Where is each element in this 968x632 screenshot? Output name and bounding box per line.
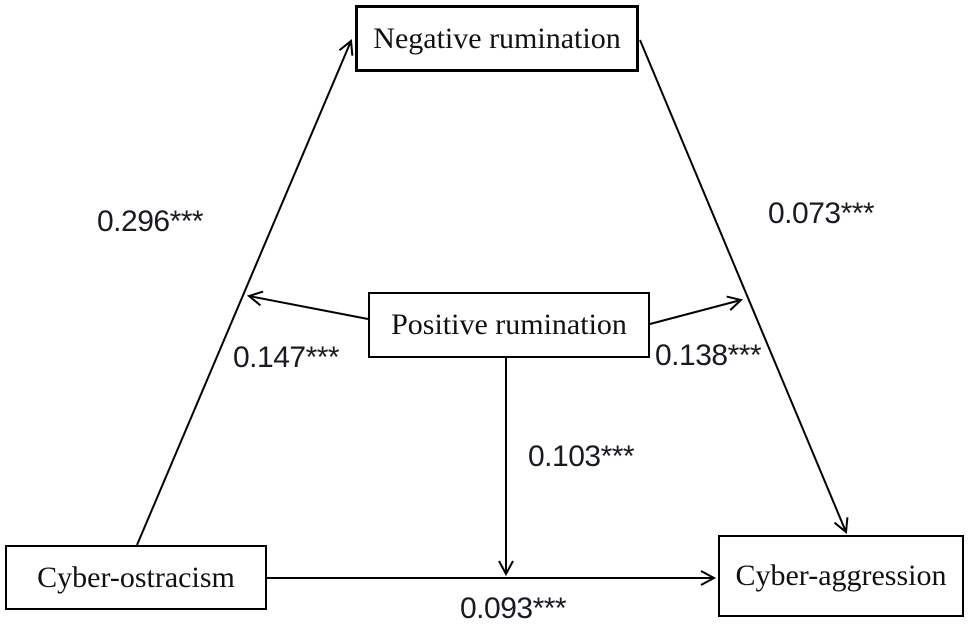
coefficient-ostracism-to-negative: 0.296***	[97, 205, 204, 238]
coefficient-positive-to-right-path: 0.138***	[655, 339, 762, 372]
node-cyber-ostracism-label: Cyber-ostracism	[37, 560, 235, 594]
arrow-positive-rumination-to-right-path	[649, 295, 744, 325]
node-cyber-aggression-label: Cyber-aggression	[735, 559, 947, 592]
coefficient-positive-to-left-path: 0.147***	[233, 341, 340, 374]
coefficient-positive-to-direct-path: 0.103***	[528, 440, 635, 473]
arrow-ostracism-to-negative-rumination	[136, 39, 354, 546]
node-cyber-aggression: Cyber-aggression	[718, 535, 964, 617]
node-negative-rumination: Negative rumination	[355, 5, 639, 72]
node-cyber-ostracism: Cyber-ostracism	[5, 545, 267, 610]
node-positive-rumination: Positive rumination	[368, 292, 650, 358]
coefficient-ostracism-to-aggression: 0.093***	[460, 592, 567, 625]
arrow-negative-rumination-to-aggression	[639, 39, 849, 534]
node-negative-rumination-label: Negative rumination	[373, 21, 621, 55]
coefficient-negative-to-aggression: 0.073***	[768, 197, 875, 230]
node-positive-rumination-label: Positive rumination	[391, 308, 627, 341]
arrow-positive-rumination-to-left-path	[246, 290, 369, 320]
